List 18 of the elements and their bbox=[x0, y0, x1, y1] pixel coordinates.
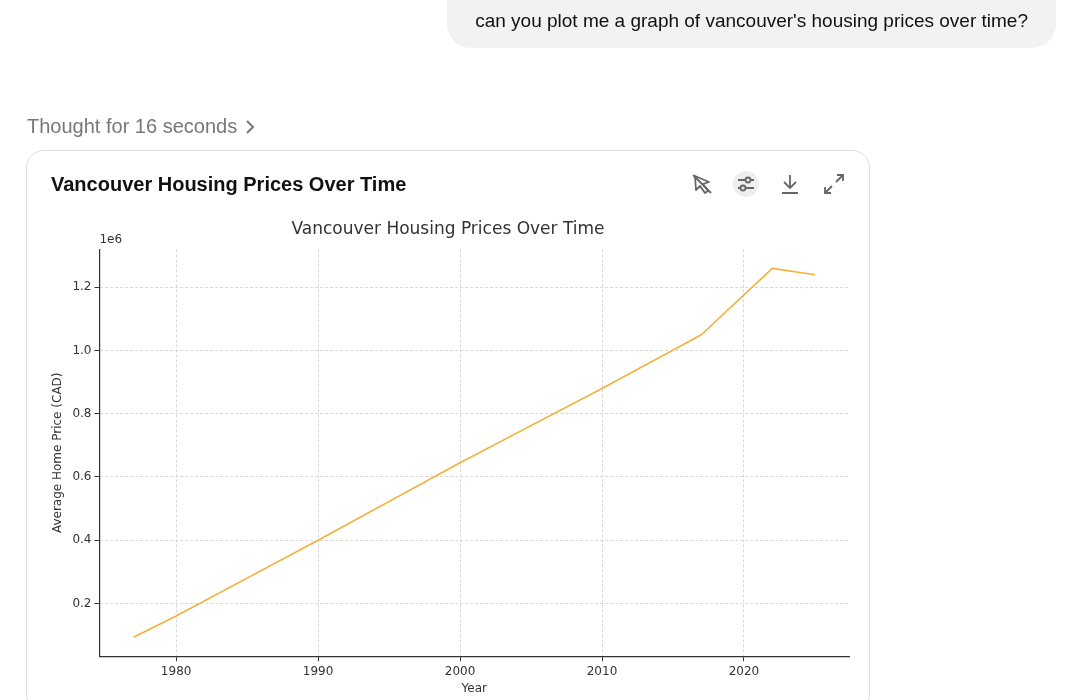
text: Thought for 16 seconds bbox=[27, 115, 238, 138]
y-tick-label: 0.8 bbox=[72, 405, 92, 420]
x-tick-label: 2000 bbox=[444, 663, 476, 678]
y-tick-label: 1.2 bbox=[72, 279, 92, 294]
x-tick-label: 2010 bbox=[586, 663, 618, 678]
chart-title: Vancouver Housing Prices Over Time bbox=[51, 173, 407, 196]
x-tick-label: 1980 bbox=[160, 663, 192, 678]
x-tick-label: 2020 bbox=[728, 663, 760, 678]
chart-subtitle: Vancouver Housing Prices Over Time bbox=[291, 217, 605, 238]
y-tick-label: 0.2 bbox=[72, 595, 92, 610]
x-axis-title: Year bbox=[460, 680, 488, 695]
y-tick-label: 0.4 bbox=[72, 532, 92, 547]
text: 1e6 bbox=[99, 231, 123, 246]
x-tick-label: 1990 bbox=[302, 663, 334, 678]
y-tick-label: 1.0 bbox=[72, 342, 92, 357]
y-tick-label: 0.6 bbox=[72, 469, 92, 484]
y-axis-title: Average Home Price (CAD) bbox=[50, 372, 65, 534]
text: can you plot me a graph of vancouver's housing prices over time? bbox=[447, 0, 1056, 48]
